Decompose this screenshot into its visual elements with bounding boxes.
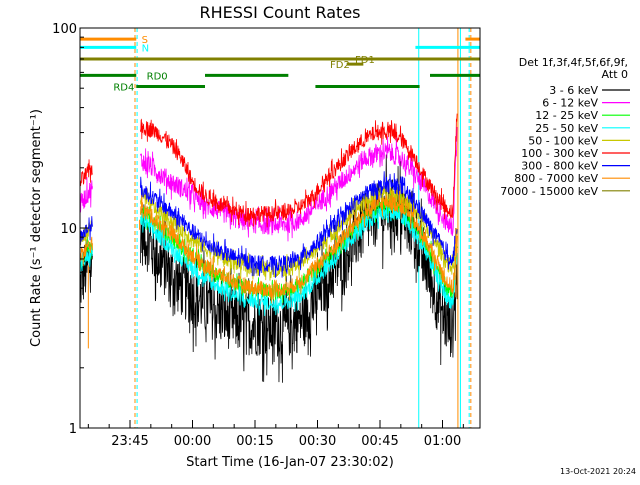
flag-label-1: N [142,43,149,54]
x-tick-label-4: 00:45 [361,434,398,449]
series-line-6 [79,171,458,278]
flag-label-0: S [142,35,148,46]
flag-label-2: FD1 [355,55,375,66]
series-layer [79,113,458,383]
footer-timestamp: 13-Oct-2021 20:24 [560,467,636,476]
series-line-7 [79,190,458,304]
legend-title-line-1: Det 1f,3f,4f,5f,6f,9f, [519,56,628,69]
legend-entry-label-5: 100 - 300 keV [521,147,598,160]
legend-entry-label-4: 50 - 100 keV [528,134,598,147]
series-line-1 [79,127,458,242]
legend-entry-label-3: 25 - 50 keV [535,122,598,135]
legend-entry-label-0: 3 - 6 keV [549,84,598,97]
plot-area: SN FD1 FD2 RD0 RD4 [79,28,480,428]
flag-label-3: FD2 [330,60,350,71]
legend-title-line-2: Att 0 [602,68,628,81]
x-tick-label-3: 00:30 [299,434,336,449]
x-tick-label-2: 00:15 [236,434,273,449]
legend-entry-label-1: 6 - 12 keV [542,97,598,110]
axis-ticks: 23:45 00:00 00:15 00:30 00:45 01:00 1 10 100 [52,22,464,449]
flag-label-4: RD0 [147,71,168,82]
flags-layer: SN FD1 FD2 RD0 RD4 [80,35,480,93]
legend-entry-label-6: 300 - 800 keV [521,160,598,173]
x-tick-label-5: 01:00 [424,434,461,449]
chart-title: RHESSI Count Rates [200,3,361,22]
y-axis-label: Count Rate (s⁻¹ detector segment⁻¹) [29,109,44,347]
legend-entry-label-2: 12 - 25 keV [535,109,598,122]
y-tick-label-0: 1 [69,422,77,437]
legend-entry-label-7: 800 - 7000 keV [514,172,598,185]
y-tick-label-1: 10 [60,222,77,237]
legend-entry-label-8: 7000 - 15000 keV [500,185,598,198]
series-line-5 [79,113,458,228]
x-tick-label-1: 00:00 [174,434,211,449]
y-tick-label-2: 100 [52,22,77,37]
x-tick-label-0: 23:45 [111,434,148,449]
x-axis-label: Start Time (16-Jan-07 23:30:02) [186,455,394,470]
flag-label-5: RD4 [113,82,134,93]
